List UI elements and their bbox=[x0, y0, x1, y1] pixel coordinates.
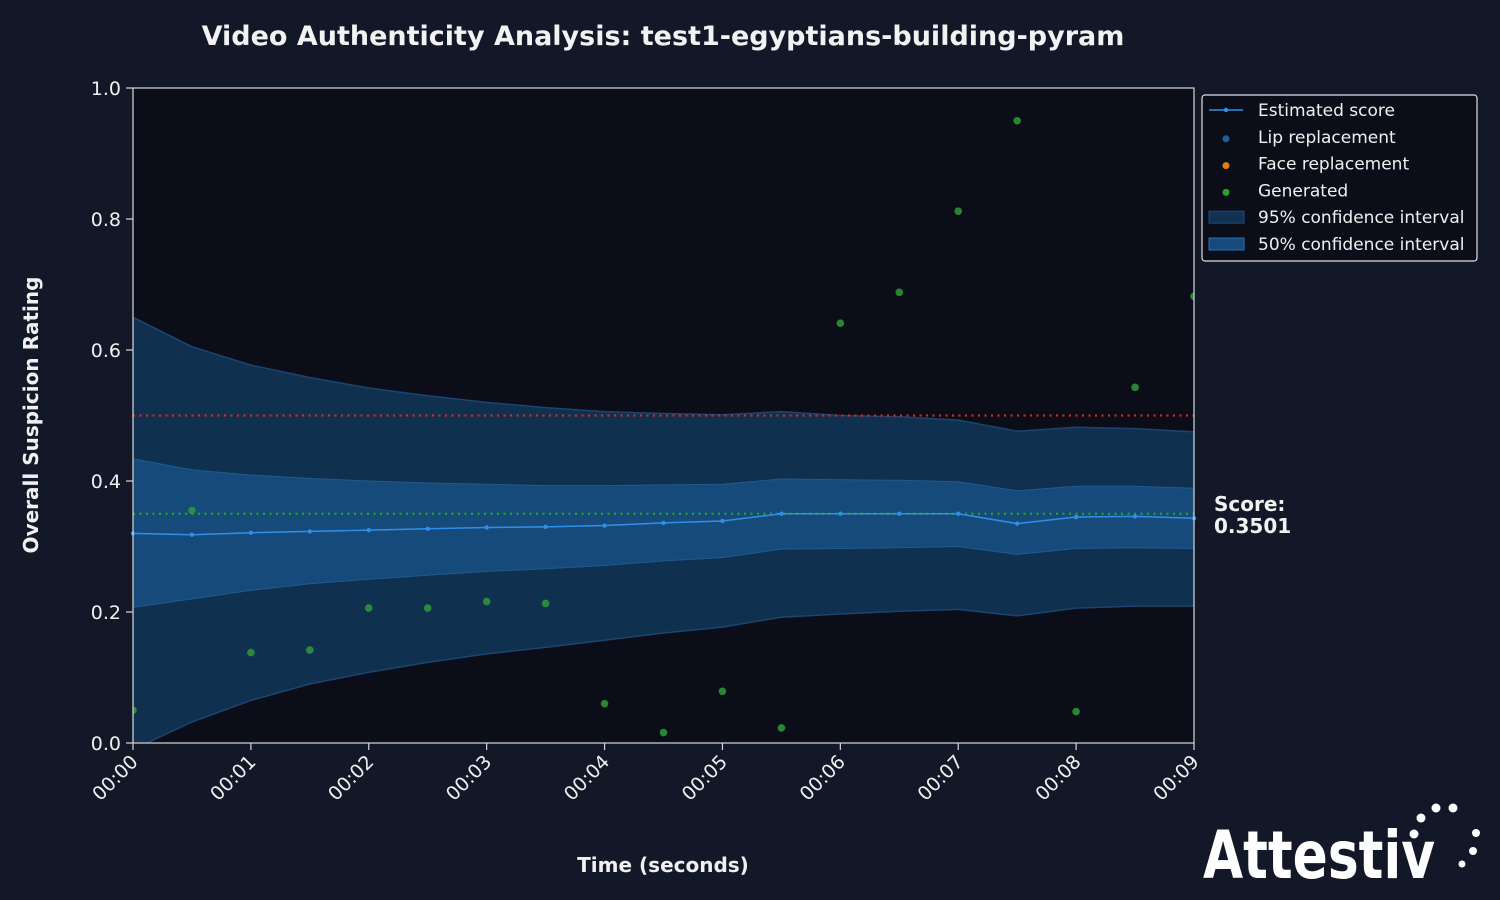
estimated-score-marker bbox=[1073, 514, 1079, 520]
x-tick-label: 00:07 bbox=[913, 751, 967, 805]
x-tick-label: 00:09 bbox=[1149, 751, 1203, 805]
estimated-score-marker bbox=[661, 520, 666, 526]
generated-point bbox=[1013, 116, 1021, 125]
generated-point bbox=[836, 319, 845, 327]
legend-swatch-marker bbox=[1223, 107, 1229, 113]
x-tick-label: 00:05 bbox=[678, 751, 732, 805]
generated-point bbox=[895, 288, 904, 297]
plot-frame bbox=[132, 87, 1195, 744]
confidence-bands bbox=[133, 316, 1194, 743]
legend-swatch-dot bbox=[1222, 135, 1230, 143]
legend-label: Estimated score bbox=[1258, 101, 1395, 121]
generated-point bbox=[541, 599, 550, 608]
estimated-score-marker bbox=[543, 524, 548, 530]
estimated-score-marker bbox=[1014, 521, 1020, 526]
generated-point bbox=[423, 604, 432, 612]
x-axis-label: Time (seconds) bbox=[577, 853, 749, 877]
generated-point bbox=[777, 724, 786, 732]
estimated-score-marker bbox=[956, 511, 961, 516]
series-layer bbox=[130, 511, 1197, 537]
x-tick-label: 00:02 bbox=[324, 751, 378, 805]
legend-label: Lip replacement bbox=[1258, 128, 1396, 148]
legend-label: Generated bbox=[1258, 181, 1348, 201]
generated-points bbox=[133, 116, 1194, 737]
legend-swatch-patch bbox=[1208, 237, 1245, 251]
generated-point bbox=[954, 207, 963, 215]
chart-title: Video Authenticity Analysis: test1-egypt… bbox=[202, 21, 1125, 52]
estimated-score-marker bbox=[897, 511, 902, 516]
generated-point bbox=[364, 604, 373, 612]
logo-dots-icon bbox=[1409, 803, 1480, 868]
estimated-score-marker bbox=[602, 523, 607, 528]
estimated-score-marker bbox=[720, 518, 725, 524]
estimated-score-marker bbox=[248, 530, 254, 535]
brand-name: Attestiv bbox=[1203, 817, 1435, 894]
attestiv-logo: Attestiv bbox=[1203, 803, 1480, 894]
legend-swatch-dot bbox=[1222, 162, 1230, 170]
legend-label: Face replacement bbox=[1258, 155, 1409, 175]
y-axis-label: Overall Suspicion Rating bbox=[19, 277, 43, 554]
generated-point bbox=[1131, 383, 1139, 392]
estimated-score-marker bbox=[366, 527, 371, 533]
x-tick-label: 00:08 bbox=[1031, 751, 1085, 805]
generated-point bbox=[1072, 707, 1080, 716]
estimated-score-marker bbox=[484, 525, 489, 530]
y-tick-label: 0.2 bbox=[91, 602, 121, 624]
y-axis-ticks: 0.0 0.2 0.4 0.6 0.8 1.0 bbox=[91, 78, 133, 755]
legend-swatch-patch bbox=[1208, 210, 1245, 224]
estimated-score-marker bbox=[1132, 514, 1138, 519]
estimated-score-marker bbox=[779, 511, 784, 516]
x-tick-label: 00:06 bbox=[796, 751, 850, 805]
legend-swatch-dot bbox=[1222, 188, 1230, 196]
legend-box bbox=[1201, 94, 1478, 262]
x-tick-label: 00:01 bbox=[206, 751, 260, 805]
y-tick-label: 0.8 bbox=[91, 209, 121, 231]
score-value: 0.3501 bbox=[1214, 514, 1291, 538]
y-tick-label: 0.0 bbox=[91, 733, 121, 755]
x-tick-label: 00:04 bbox=[560, 751, 614, 805]
legend-label: 50% confidence interval bbox=[1258, 235, 1464, 255]
generated-point bbox=[188, 506, 196, 515]
estimated-score-marker bbox=[838, 511, 843, 516]
generated-point bbox=[600, 699, 609, 708]
generated-point bbox=[133, 706, 137, 715]
score-label: Score: bbox=[1214, 492, 1285, 516]
estimated-score-marker bbox=[307, 529, 313, 534]
y-tick-label: 0.6 bbox=[91, 340, 121, 362]
y-tick-label: 1.0 bbox=[91, 78, 121, 100]
generated-point bbox=[1190, 292, 1194, 301]
x-axis-ticks: 00:00 00:01 00:02 00:03 00:04 00:05 00:06 00:07… bbox=[88, 743, 1204, 805]
generated-point bbox=[718, 687, 727, 696]
generated-point bbox=[659, 728, 668, 737]
x-tick-label: 00:03 bbox=[442, 751, 496, 805]
y-tick-label: 0.4 bbox=[91, 471, 121, 493]
x-tick-label: 00:00 bbox=[88, 751, 142, 805]
generated-point bbox=[306, 646, 314, 654]
estimated-score-marker bbox=[189, 532, 195, 537]
legend: Estimated score Lip replacement Face repla… bbox=[1201, 94, 1478, 262]
generated-point bbox=[482, 597, 491, 606]
legend-label: 95% confidence interval bbox=[1258, 208, 1464, 228]
ci50-band bbox=[133, 458, 1194, 608]
reference-lines bbox=[133, 414, 1194, 515]
generated-point bbox=[247, 648, 255, 657]
estimated-score-marker bbox=[425, 526, 430, 532]
